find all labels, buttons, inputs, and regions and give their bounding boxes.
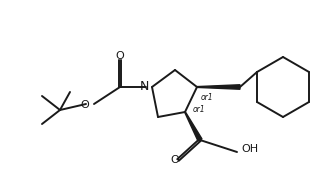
Polygon shape (185, 112, 202, 141)
Text: or1: or1 (201, 92, 214, 102)
Text: O: O (171, 155, 179, 165)
Text: or1: or1 (193, 105, 206, 114)
Text: O: O (115, 51, 124, 61)
Text: O: O (80, 100, 89, 110)
Text: N: N (139, 80, 149, 92)
Text: OH: OH (241, 144, 258, 154)
Polygon shape (197, 85, 240, 89)
